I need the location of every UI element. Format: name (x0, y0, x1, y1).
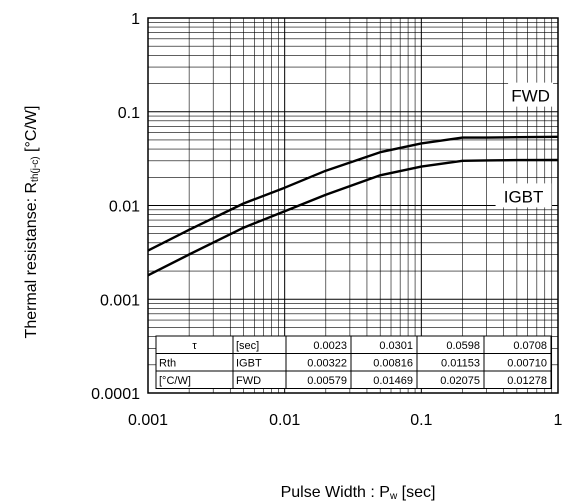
table-cell: IGBT (236, 358, 262, 370)
table-cell: [°C/W] (159, 375, 191, 387)
plot-area-frame (147, 17, 559, 394)
table-cell: 0.01469 (373, 375, 413, 387)
y-tick-label: 1 (131, 11, 140, 28)
x-tick-label: 0.1 (410, 412, 432, 429)
series-lines (147, 135, 559, 277)
curve-label-background (495, 183, 552, 208)
table-cell: Rth (159, 358, 176, 370)
y-tick-label: 0.0001 (91, 386, 140, 403)
table-cell: FWD (236, 375, 261, 387)
table-cell: 0.00710 (507, 358, 547, 370)
table-cell: [sec] (236, 340, 259, 352)
table-cell: 0.0708 (513, 340, 547, 352)
x-tick-label: 0.001 (128, 412, 168, 429)
parameter-table: τ [sec] 0.0023 0.0301 0.0598 0.0708 Rth IGBT 0.0… (155, 335, 552, 389)
curve-label-fwd: FWD (511, 87, 550, 106)
table-cell: 0.0598 (446, 340, 480, 352)
grid (147, 18, 558, 394)
table-cell: 0.0301 (379, 340, 413, 352)
table-cell: 0.00816 (373, 358, 413, 370)
table-cell: 0.01153 (441, 358, 480, 370)
table-cell: 0.02075 (440, 375, 480, 387)
y-tick-label: 0.1 (118, 105, 140, 122)
table-background (155, 335, 552, 389)
series-line-igbt (147, 158, 559, 277)
x-axis-ticks: 0.001 0.01 0.1 1 (128, 412, 563, 429)
table-cell: τ (192, 340, 197, 352)
x-tick-label: 0.01 (269, 412, 300, 429)
x-axis-label: Pulse Width : Pw [sec] (281, 484, 436, 502)
curve-label-igbt: IGBT (504, 187, 544, 206)
curve-labels: FWD IGBT (495, 82, 554, 208)
table-cell: 0.00322 (307, 358, 347, 370)
y-tick-label: 0.001 (100, 292, 140, 309)
series-line-fwd (147, 135, 559, 252)
curve-label-background (508, 82, 554, 107)
y-axis-label: Thermal resistanse: Rth(j-c) [°C/W] (23, 106, 41, 339)
table-cell: 0.0023 (313, 340, 347, 352)
y-axis-ticks: 0.0001 0.001 0.01 0.1 1 (91, 11, 140, 403)
y-tick-label: 0.01 (109, 199, 140, 216)
x-tick-label: 1 (554, 412, 563, 429)
table-cell: 0.00579 (307, 375, 347, 387)
table-cell: 0.01278 (507, 375, 547, 387)
